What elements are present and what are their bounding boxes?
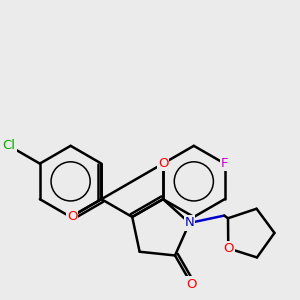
Text: O: O xyxy=(187,278,197,291)
Text: O: O xyxy=(158,157,168,170)
Text: N: N xyxy=(184,217,194,230)
Text: O: O xyxy=(223,242,233,255)
Text: Cl: Cl xyxy=(2,139,16,152)
Text: F: F xyxy=(221,157,228,170)
Text: O: O xyxy=(67,210,77,223)
